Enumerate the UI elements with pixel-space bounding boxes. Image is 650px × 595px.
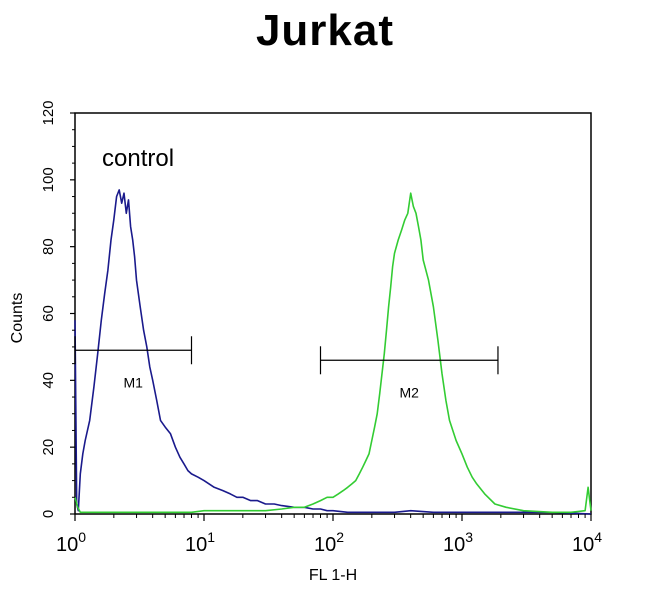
- gate-label-m2: M2: [400, 384, 420, 400]
- gate-m2: M2: [319, 346, 499, 400]
- y-tick-label: 80: [40, 238, 57, 255]
- y-tick-label: 20: [40, 439, 57, 456]
- x-axis-label: FL 1-H: [309, 567, 357, 584]
- control-annotation: control: [102, 145, 174, 172]
- axis-layer: 0 20 40 60 80 100 120 100 101 102 103 104: [40, 100, 602, 556]
- gate-label-m1: M1: [124, 374, 144, 390]
- x-tick-label: 104: [572, 529, 602, 556]
- gate-layer: M1 M2: [74, 336, 499, 400]
- plot-frame: [74, 112, 592, 515]
- series-line-2: [74, 192, 592, 514]
- y-tick-label: 120: [40, 100, 57, 125]
- series-layer: [74, 189, 592, 515]
- series-line-1: [74, 189, 592, 515]
- chart-title: Jurkat: [255, 6, 395, 55]
- x-tick-label: 100: [56, 529, 86, 556]
- y-tick-label: 60: [40, 305, 57, 322]
- x-tick-label: 102: [314, 529, 344, 556]
- y-tick-label: 100: [40, 167, 57, 192]
- x-tick-label: 101: [185, 529, 215, 556]
- gate-m1: M1: [74, 336, 193, 390]
- x-tick-label: 103: [443, 529, 473, 556]
- y-axis-label: Counts: [9, 293, 26, 344]
- y-tick-label: 0: [40, 510, 57, 518]
- y-tick-label: 40: [40, 372, 57, 389]
